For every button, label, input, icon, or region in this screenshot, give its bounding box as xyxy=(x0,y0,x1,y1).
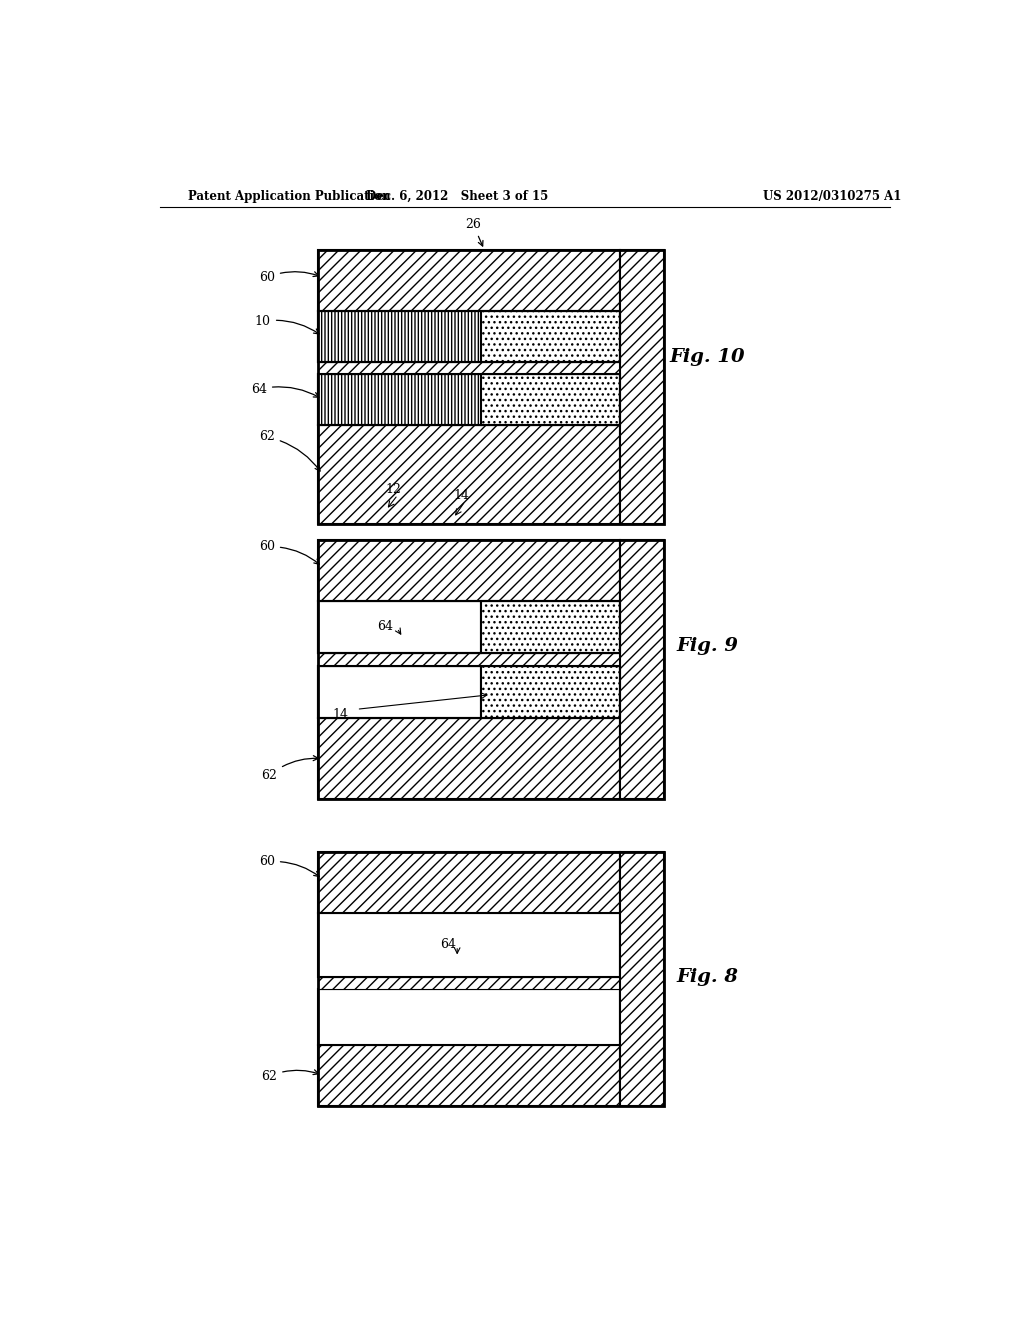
Bar xyxy=(318,540,621,601)
Bar xyxy=(481,665,621,718)
Text: US 2012/0310275 A1: US 2012/0310275 A1 xyxy=(763,190,901,202)
Bar xyxy=(318,851,664,1106)
Text: Patent Application Publication: Patent Application Publication xyxy=(187,190,390,202)
Bar xyxy=(318,601,621,653)
Text: 14: 14 xyxy=(454,490,469,503)
Bar xyxy=(318,249,621,312)
Bar xyxy=(481,374,621,425)
Text: 62: 62 xyxy=(261,755,318,781)
Text: Fig. 8: Fig. 8 xyxy=(676,968,738,986)
Bar xyxy=(318,362,621,374)
Text: 10: 10 xyxy=(255,314,319,334)
Text: 64: 64 xyxy=(251,383,318,397)
Bar xyxy=(318,977,621,989)
Bar xyxy=(481,601,621,653)
Bar xyxy=(318,601,481,653)
Text: 62: 62 xyxy=(261,1069,318,1082)
Bar xyxy=(318,425,621,524)
Bar xyxy=(318,249,664,524)
Text: 60: 60 xyxy=(259,855,319,876)
Text: Dec. 6, 2012   Sheet 3 of 15: Dec. 6, 2012 Sheet 3 of 15 xyxy=(367,190,549,202)
Text: 26: 26 xyxy=(465,218,483,246)
Bar xyxy=(318,653,621,665)
Text: 60: 60 xyxy=(259,540,319,564)
Text: 60: 60 xyxy=(259,271,318,284)
Bar xyxy=(318,1044,621,1106)
Text: 14: 14 xyxy=(333,708,349,721)
Bar xyxy=(318,374,481,425)
Text: Fig. 10: Fig. 10 xyxy=(670,347,745,366)
Bar xyxy=(620,540,664,799)
Bar xyxy=(318,912,621,977)
Text: Fig. 9: Fig. 9 xyxy=(676,638,738,655)
Bar xyxy=(318,540,664,799)
Bar xyxy=(620,851,664,1106)
Bar xyxy=(318,665,621,718)
Text: 12: 12 xyxy=(386,483,401,496)
Bar xyxy=(481,312,621,362)
Bar xyxy=(318,312,621,362)
Text: 64: 64 xyxy=(377,620,393,634)
Bar xyxy=(318,665,481,718)
Bar xyxy=(318,718,621,799)
Bar xyxy=(620,249,664,524)
Bar xyxy=(318,851,621,912)
Bar xyxy=(318,374,621,425)
Text: 62: 62 xyxy=(259,430,321,471)
Text: 64: 64 xyxy=(440,939,456,952)
Bar xyxy=(318,989,621,1044)
Bar xyxy=(318,312,481,362)
